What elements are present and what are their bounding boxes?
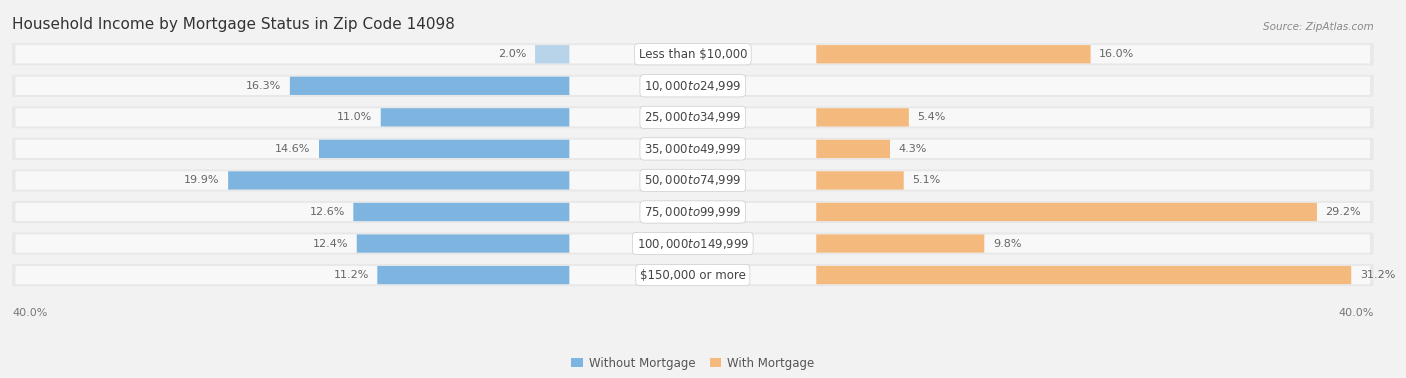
Text: $50,000 to $74,999: $50,000 to $74,999	[644, 174, 741, 187]
Text: 31.2%: 31.2%	[1360, 270, 1395, 280]
FancyBboxPatch shape	[817, 234, 984, 253]
Text: $10,000 to $24,999: $10,000 to $24,999	[644, 79, 741, 93]
FancyBboxPatch shape	[15, 77, 1369, 95]
Text: Household Income by Mortgage Status in Zip Code 14098: Household Income by Mortgage Status in Z…	[13, 17, 456, 32]
FancyBboxPatch shape	[228, 171, 569, 190]
FancyBboxPatch shape	[381, 108, 569, 127]
Text: 4.3%: 4.3%	[898, 144, 927, 154]
FancyBboxPatch shape	[536, 45, 569, 64]
FancyBboxPatch shape	[817, 171, 904, 190]
Text: Less than $10,000: Less than $10,000	[638, 48, 747, 61]
FancyBboxPatch shape	[319, 140, 569, 158]
FancyBboxPatch shape	[817, 266, 1351, 284]
FancyBboxPatch shape	[817, 140, 890, 158]
FancyBboxPatch shape	[15, 108, 1369, 127]
FancyBboxPatch shape	[817, 108, 908, 127]
Text: 16.3%: 16.3%	[246, 81, 281, 91]
Text: 5.4%: 5.4%	[918, 112, 946, 122]
Text: 11.2%: 11.2%	[333, 270, 368, 280]
Text: 40.0%: 40.0%	[1339, 308, 1374, 318]
FancyBboxPatch shape	[15, 171, 1369, 190]
FancyBboxPatch shape	[15, 45, 1369, 64]
Text: $150,000 or more: $150,000 or more	[640, 269, 745, 282]
Text: 16.0%: 16.0%	[1099, 49, 1135, 59]
Text: 2.0%: 2.0%	[498, 49, 526, 59]
FancyBboxPatch shape	[290, 77, 569, 95]
Text: 5.1%: 5.1%	[912, 175, 941, 186]
FancyBboxPatch shape	[15, 266, 1369, 284]
Text: 14.6%: 14.6%	[276, 144, 311, 154]
Text: 19.9%: 19.9%	[184, 175, 219, 186]
FancyBboxPatch shape	[13, 201, 1374, 223]
FancyBboxPatch shape	[13, 106, 1374, 129]
Text: 29.2%: 29.2%	[1326, 207, 1361, 217]
FancyBboxPatch shape	[377, 266, 569, 284]
FancyBboxPatch shape	[15, 234, 1369, 253]
Text: Source: ZipAtlas.com: Source: ZipAtlas.com	[1263, 22, 1374, 32]
Text: $35,000 to $49,999: $35,000 to $49,999	[644, 142, 741, 156]
Text: $25,000 to $34,999: $25,000 to $34,999	[644, 110, 741, 124]
FancyBboxPatch shape	[353, 203, 569, 221]
Text: 12.4%: 12.4%	[312, 239, 349, 248]
Text: 11.0%: 11.0%	[337, 112, 373, 122]
Legend: Without Mortgage, With Mortgage: Without Mortgage, With Mortgage	[567, 352, 820, 374]
Text: 12.6%: 12.6%	[309, 207, 344, 217]
FancyBboxPatch shape	[13, 138, 1374, 160]
FancyBboxPatch shape	[13, 43, 1374, 65]
Text: $75,000 to $99,999: $75,000 to $99,999	[644, 205, 741, 219]
Text: $100,000 to $149,999: $100,000 to $149,999	[637, 237, 749, 251]
FancyBboxPatch shape	[817, 45, 1091, 64]
FancyBboxPatch shape	[13, 232, 1374, 254]
Text: 40.0%: 40.0%	[13, 308, 48, 318]
FancyBboxPatch shape	[13, 75, 1374, 97]
FancyBboxPatch shape	[817, 203, 1317, 221]
FancyBboxPatch shape	[13, 264, 1374, 286]
Text: 9.8%: 9.8%	[993, 239, 1021, 248]
FancyBboxPatch shape	[15, 140, 1369, 158]
FancyBboxPatch shape	[357, 234, 569, 253]
FancyBboxPatch shape	[15, 203, 1369, 221]
FancyBboxPatch shape	[13, 169, 1374, 192]
